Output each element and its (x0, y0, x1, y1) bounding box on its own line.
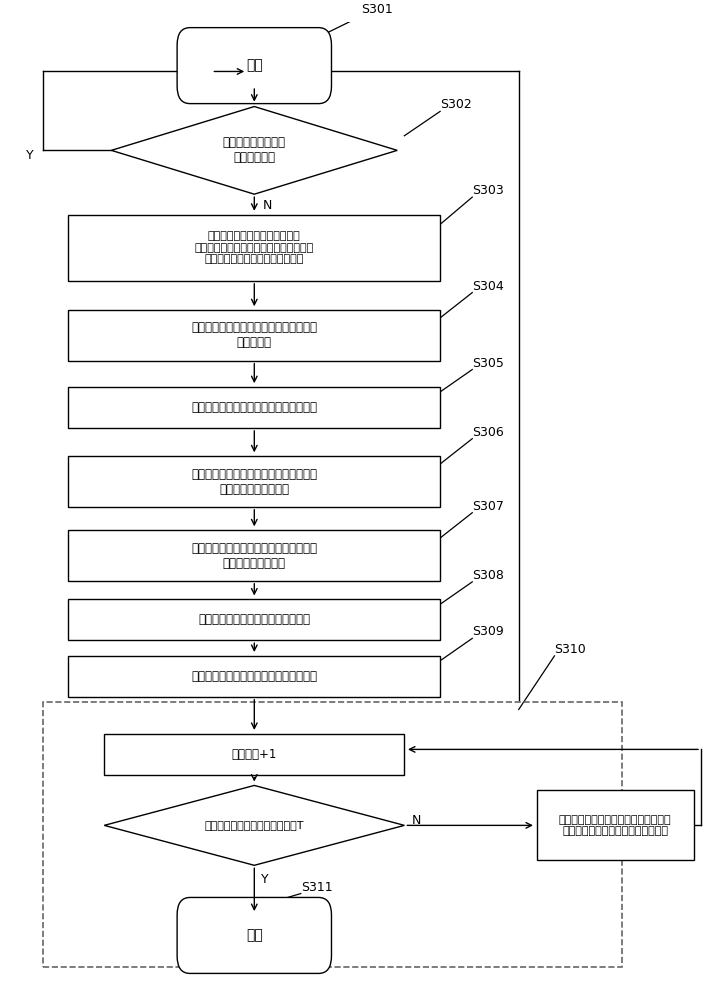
Bar (536, 790, 694, 860)
Text: S309: S309 (472, 625, 504, 638)
Text: S306: S306 (472, 426, 504, 439)
Text: 传感器节点将所有的邻居传感器节点标记
号保存至邻居节点集中: 传感器节点将所有的邻居传感器节点标记 号保存至邻居节点集中 (192, 468, 317, 496)
Polygon shape (104, 785, 404, 865)
Text: 传感器节点设置最大迭代次数、
效益函数阈値、连续精确定位次数阈値、
初始迭代次数，连续精确定位次数: 传感器节点设置最大迭代次数、 效益函数阈値、连续精确定位次数阈値、 初始迭代次数… (194, 231, 314, 264)
Bar (69, 599, 440, 640)
Text: 计算传感器节点与各邻居节点之间的距离: 计算传感器节点与各邻居节点之间的距离 (192, 401, 317, 414)
Text: 传感器节点获取邻居传感器节点广播的节
点状态信息: 传感器节点获取邻居传感器节点广播的节 点状态信息 (192, 321, 317, 349)
Text: 迭代次数+1: 迭代次数+1 (231, 748, 277, 761)
Bar (69, 310, 440, 361)
Polygon shape (111, 107, 397, 194)
Bar (43, 702, 623, 967)
Text: S301: S301 (362, 3, 393, 16)
Text: S310: S310 (555, 643, 586, 656)
Text: 利用博弈方法计算传感器节点具体的位置: 利用博弈方法计算传感器节点具体的位置 (192, 670, 317, 683)
Bar (69, 215, 440, 281)
Text: Y: Y (25, 149, 33, 162)
Bar (104, 734, 404, 775)
Text: S302: S302 (440, 98, 472, 111)
FancyBboxPatch shape (177, 897, 331, 973)
Text: S307: S307 (472, 500, 504, 513)
Text: S311: S311 (301, 881, 333, 894)
Text: 向其邻居节点广播节点的标号、新确定
的型号値、及新估计的位置坐标信息: 向其邻居节点广播节点的标号、新确定 的型号値、及新估计的位置坐标信息 (559, 815, 672, 836)
Text: N: N (263, 199, 273, 212)
Text: S305: S305 (472, 357, 504, 370)
Text: Y: Y (262, 873, 269, 886)
Bar (69, 656, 440, 697)
Text: 迭代代数是否大于最大迭代代数T: 迭代代数是否大于最大迭代代数T (205, 820, 304, 830)
Bar (69, 456, 440, 507)
Text: 开始: 开始 (246, 59, 262, 73)
Text: 结束: 结束 (246, 928, 262, 942)
Text: S308: S308 (472, 569, 504, 582)
Text: S304: S304 (472, 280, 504, 293)
Text: 传感器节点将所有锁邻居节点的标记号保
存在锁邻居节点集中: 传感器节点将所有锁邻居节点的标记号保 存在锁邻居节点集中 (192, 542, 317, 570)
FancyBboxPatch shape (177, 28, 331, 104)
Text: N: N (411, 814, 421, 827)
Text: 计算传感器节点可能存在的空间范围: 计算传感器节点可能存在的空间范围 (198, 613, 310, 626)
Text: S303: S303 (472, 184, 504, 197)
Bar (69, 530, 440, 581)
Bar (69, 387, 440, 428)
Text: 传感器节点判断自身
是否为锁节点: 传感器节点判断自身 是否为锁节点 (223, 136, 286, 164)
